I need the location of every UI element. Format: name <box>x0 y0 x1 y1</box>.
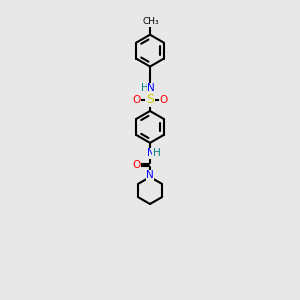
Text: O: O <box>132 95 141 105</box>
Text: O: O <box>132 160 141 170</box>
Text: N: N <box>147 83 155 94</box>
Text: N: N <box>146 170 154 180</box>
Text: H: H <box>153 148 160 158</box>
Text: S: S <box>146 93 154 106</box>
Text: H: H <box>141 83 148 94</box>
Text: CH₃: CH₃ <box>142 17 159 26</box>
Text: N: N <box>147 148 155 158</box>
Text: O: O <box>159 95 168 105</box>
